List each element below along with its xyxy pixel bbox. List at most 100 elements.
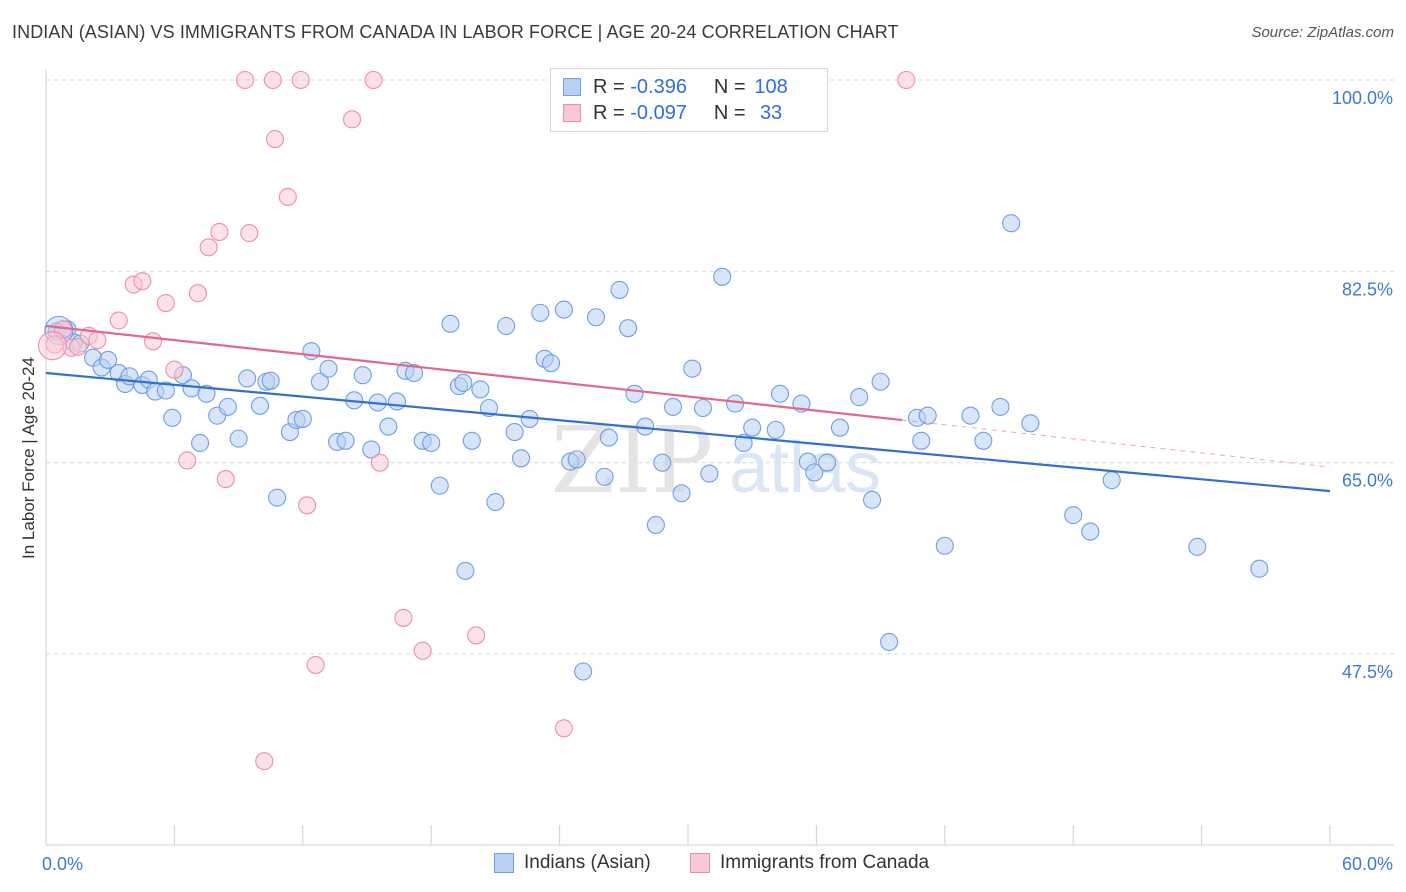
indians-point [197,384,216,403]
legend-swatch-pink [690,853,710,873]
indians-point [770,384,790,403]
series-legend: Indians (Asian) Immigrants from Canada [0,852,1406,878]
indians-point [353,366,372,385]
indians-point [302,342,321,361]
indians-point [672,484,691,503]
legend-r-label: R = [593,75,625,98]
indians-point [422,433,441,453]
trend-layer [45,324,1331,493]
indians-point [191,433,210,453]
indians-point [163,408,182,427]
indians-point [261,371,280,390]
indians-point [619,319,638,338]
indians-point [471,380,490,399]
canada-point [178,451,197,470]
canada-point [133,272,152,291]
legend-n-value: 108 [754,75,788,98]
indians-point [653,453,672,472]
indians-point [319,359,338,378]
canada-point [554,719,573,738]
indians-point [991,397,1010,416]
indians-point [743,418,762,437]
indians-point [405,363,424,383]
canada-point [370,453,389,472]
y-tick-label: 47.5% [1342,662,1393,682]
canada-trendline-extension [901,419,1331,468]
canada-point [306,655,325,674]
indians-point [595,467,614,486]
indians-point [974,431,993,450]
canada-point [263,70,282,90]
indians-point [663,397,683,416]
indians-point [554,300,573,319]
indians-point [430,476,449,495]
legend-item-indians: Indians (Asian) [494,852,651,874]
canada-point [165,360,184,379]
canada-point [156,293,175,313]
legend-swatch-blue [494,853,514,873]
canada-point [255,752,274,771]
canada-point [240,224,259,243]
indians-point [818,453,837,472]
y-tick-label: 65.0% [1342,471,1393,491]
indians-point [830,418,849,437]
legend-item-canada: Immigrants from Canada [690,852,929,874]
legend-swatch-pink [563,104,581,122]
legend-label-indians: Indians (Asian) [524,852,651,873]
indians-point [336,431,355,450]
y-tick-label: 100.0% [1332,88,1393,108]
indians-point [1064,506,1083,525]
canada-point [210,222,229,242]
indians-point [1081,522,1100,541]
indians-point [454,373,473,392]
indians-trendline [45,371,1331,493]
legend-row-indians: R = -0.396 N = 108 [563,75,791,99]
indians-point [379,417,398,436]
indians-point [310,372,329,391]
indians-point [456,561,475,580]
indians-point [805,463,824,482]
indians-point [99,350,118,369]
x-tick-label: 0.0% [42,854,83,874]
y-axis-label: In Labor Force | Age 20-24 [19,357,38,559]
indians-point [850,388,869,407]
indians-point [961,406,980,425]
indians-point [486,492,505,512]
indians-point [610,280,629,299]
indians-point [218,397,237,416]
legend-label-canada: Immigrants from Canada [720,852,930,873]
indians-point [880,632,899,652]
indians-point [497,316,516,336]
canada-point [467,626,486,645]
label-layer: 100.0% 82.5% 65.0% 47.5% 0.0% 60.0% [42,88,1393,874]
legend-r-label: R = [593,101,625,124]
legend-row-canada: R = -0.097 N = 33 [563,101,791,125]
indians-point [387,392,407,411]
indians-point [505,423,524,442]
indians-point [156,381,175,400]
indians-point [238,369,257,388]
indians-point [229,429,248,448]
grid-layer [46,79,1394,655]
canada-trendline [45,324,903,422]
canada-point [199,238,218,257]
indians-point [541,354,561,373]
indians-point [1188,537,1207,556]
indians-point [1021,414,1040,433]
canada-point [291,70,310,90]
indians-point [734,433,753,453]
source-label: Source: ZipAtlas.com [1251,24,1394,41]
indians-point [1250,559,1269,578]
indians-point [1002,214,1021,233]
legend-n-value: 33 [759,101,783,124]
canada-point [143,332,163,351]
indians-point [625,384,644,403]
legend-r-value: -0.396 [630,75,687,98]
correlation-legend: R = -0.396 N = 108 R = -0.097 N = 33 [550,68,828,132]
canada-point [188,284,207,303]
canada-point [278,187,297,207]
canada-point [364,70,383,90]
canada-point [265,129,285,149]
canada-point [216,470,235,489]
